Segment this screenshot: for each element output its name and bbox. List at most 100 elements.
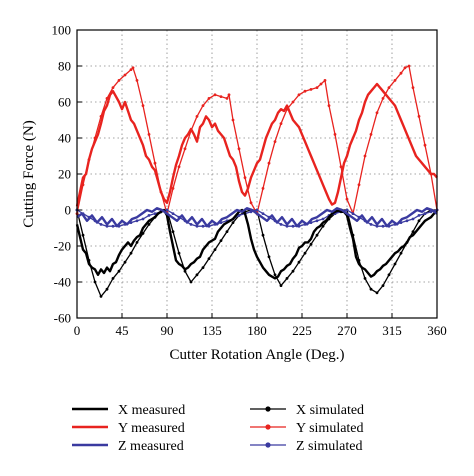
y-simulated-point (381, 97, 385, 100)
x-simulated-point (291, 269, 295, 273)
y-simulated-point (309, 88, 313, 91)
y-simulated-point (323, 79, 327, 82)
z-simulated-point (291, 224, 295, 228)
y-simulated-point (201, 104, 205, 107)
x-simulated-point (171, 230, 175, 234)
x-simulated-point (129, 251, 133, 255)
x-simulated-point (231, 221, 235, 225)
y-simulated-point (303, 89, 307, 93)
x-tick-label: 90 (161, 323, 174, 338)
y-simulated-point (171, 187, 175, 190)
axis-ticks: 0 45 90 135 180 225 270 315 360 -60 -40 -20 0 20 40 60 8… (52, 23, 447, 339)
x-simulated-point (93, 280, 97, 284)
x-simulated-point (219, 239, 223, 243)
x-simulated-point (417, 219, 421, 223)
x-simulated-point (411, 230, 415, 234)
y-simulated-point (327, 104, 331, 107)
legend: X measured Y measured Z measured X simulate… (72, 403, 364, 454)
z-simulated-point (381, 224, 385, 228)
y-simulated-point (195, 115, 199, 118)
x-simulated-point (81, 233, 85, 237)
z-simulated-point (189, 223, 193, 226)
y-simulated-point (129, 68, 133, 71)
y-simulated-point (207, 97, 211, 100)
y-simulated-point (261, 187, 265, 190)
x-simulated-point (213, 248, 217, 252)
x-simulated-point (393, 262, 397, 266)
legend-marker (265, 406, 271, 412)
z-simulated-point (105, 224, 109, 228)
x-simulated-point (183, 269, 187, 273)
y-axis-title: Cutting Force (N) (21, 120, 37, 227)
x-simulated-point (195, 273, 199, 277)
x-tick-label: 45 (116, 323, 129, 338)
y-simulated-point (423, 143, 427, 147)
y-simulated-point (219, 95, 223, 98)
legend-label: X measured (118, 403, 185, 418)
y-simulated-point (345, 197, 349, 201)
x-simulated-point (309, 242, 313, 246)
x-simulated-point (315, 233, 319, 237)
x-simulated-point (321, 224, 325, 228)
z-simulated-point (345, 208, 349, 212)
y-simulated-point (393, 79, 397, 82)
z-simulated-point (237, 214, 241, 217)
y-simulated-point (183, 147, 187, 151)
legend-item-z-measured: Z measured (72, 439, 184, 454)
y-simulated-point (227, 93, 231, 97)
z-simulated-point (405, 219, 409, 223)
y-simulated-point (249, 201, 253, 205)
z-simulated-point (201, 224, 205, 228)
z-simulated-point (285, 224, 289, 228)
z-simulated-point (111, 224, 115, 228)
y-simulated-point (333, 133, 337, 136)
z-simulated-point (411, 217, 415, 221)
grid (77, 30, 437, 318)
legend-label: Y simulated (296, 421, 364, 436)
y-tick-label: -60 (54, 311, 71, 326)
y-simulated-point (399, 71, 403, 75)
x-simulated-point (399, 251, 403, 255)
x-simulated-point (135, 241, 139, 244)
y-tick-label: -40 (54, 275, 71, 290)
z-simulated-point (153, 212, 157, 216)
x-simulated-point (117, 269, 121, 273)
y-simulated-point (153, 161, 157, 165)
legend-label: Z simulated (296, 439, 363, 454)
x-simulated-point (207, 257, 211, 260)
legend-item-x-simulated: X simulated (250, 403, 364, 418)
x-tick-label: 315 (382, 323, 402, 338)
x-simulated-point (201, 266, 205, 269)
x-axis-title: Cutter Rotation Angle (Deg.) (170, 347, 345, 363)
x-simulated-point (147, 223, 151, 226)
z-simulated-point (171, 212, 175, 216)
legend-label: X simulated (296, 403, 364, 418)
y-simulated-point (363, 154, 367, 158)
x-simulated-point (273, 273, 277, 277)
x-tick-label: 360 (427, 323, 447, 338)
x-simulated-point (189, 280, 193, 284)
y-simulated-point (297, 93, 301, 97)
y-simulated-point (243, 176, 247, 180)
x-simulated-point (111, 277, 115, 280)
legend-item-x-measured: X measured (72, 403, 185, 418)
z-simulated-point (321, 217, 325, 221)
y-simulated-point (117, 79, 121, 82)
y-tick-label: -20 (54, 239, 71, 254)
y-simulated-point (131, 66, 135, 70)
y-simulated-point (291, 100, 295, 104)
y-simulated-point (319, 82, 323, 86)
y-simulated-point (123, 73, 127, 77)
x-simulated-point (285, 277, 289, 280)
legend-item-y-simulated: Y simulated (250, 421, 364, 436)
legend-label: Z measured (118, 439, 184, 454)
z-simulated-point (141, 217, 145, 221)
x-simulated-point (177, 251, 181, 255)
z-simulated-point (99, 223, 103, 226)
z-simulated-point (375, 224, 379, 228)
x-simulated-point (363, 277, 367, 280)
z-simulated-point (261, 212, 265, 216)
z-simulated-point (423, 212, 427, 216)
legend-label: Y measured (118, 421, 185, 436)
